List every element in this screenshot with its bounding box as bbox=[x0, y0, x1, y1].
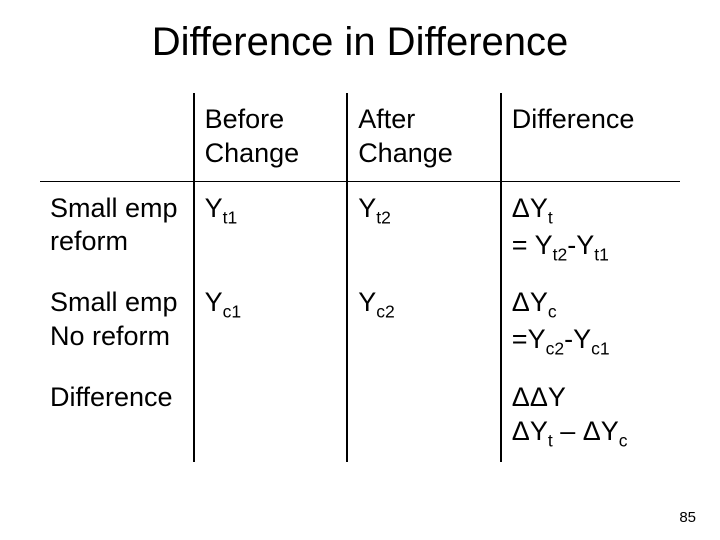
row-label: Small empreform bbox=[40, 181, 194, 276]
cell-difference: ΔΔYΔYt – ΔYc bbox=[501, 371, 680, 462]
slide-title: Difference in Difference bbox=[40, 20, 680, 65]
table-header bbox=[40, 93, 194, 181]
cell-difference: ΔYc=Yc2-Yc1 bbox=[501, 276, 680, 371]
cell-after: Yc2 bbox=[347, 276, 501, 371]
cell-after: Yt2 bbox=[347, 181, 501, 276]
cell-difference: ΔYt= Yt2-Yt1 bbox=[501, 181, 680, 276]
slide: Difference in Difference BeforeChangeAft… bbox=[0, 0, 720, 540]
cell-before: Yt1 bbox=[194, 181, 348, 276]
table-header: Difference bbox=[501, 93, 680, 181]
table-header: BeforeChange bbox=[194, 93, 348, 181]
row-label: Small empNo reform bbox=[40, 276, 194, 371]
cell-before bbox=[194, 371, 348, 462]
table-header: AfterChange bbox=[347, 93, 501, 181]
row-label: Difference bbox=[40, 371, 194, 462]
cell-before: Yc1 bbox=[194, 276, 348, 371]
cell-after bbox=[347, 371, 501, 462]
did-table: BeforeChangeAfterChangeDifferenceSmall e… bbox=[40, 93, 680, 462]
page-number: 85 bbox=[679, 509, 696, 526]
